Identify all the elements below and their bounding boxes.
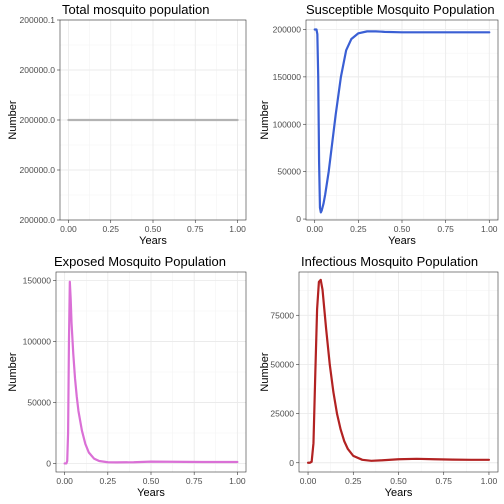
y-axis-title: Number <box>7 100 19 139</box>
x-tick-label: 0.25 <box>350 224 367 234</box>
series-line <box>306 278 491 464</box>
x-tick-label: 0.25 <box>100 476 117 486</box>
y-tick-label: 200000.0 <box>20 165 56 175</box>
y-tick-label: 75000 <box>270 310 294 320</box>
y-tick-label: 200000.0 <box>20 215 56 225</box>
x-axis-title: Years <box>388 235 416 247</box>
x-tick-label: 0.50 <box>394 224 411 234</box>
x-tick-label: 1.00 <box>481 224 498 234</box>
x-tick-label: 0.50 <box>390 476 407 486</box>
y-tick-label: 200000.1 <box>20 15 56 25</box>
y-tick-label: 150000 <box>273 72 302 82</box>
y-axis-title: Number <box>7 352 19 391</box>
panel-2: 0.00 0.25 0.50 0.75 1.00 0 50000 100000 150000 20… <box>259 2 499 247</box>
x-tick-label: 0.25 <box>102 224 119 234</box>
y-tick-label: 0 <box>46 458 51 468</box>
y-axis-title: Number <box>259 352 271 391</box>
panel-title: Infectious Mosquito Population <box>301 254 478 269</box>
x-tick-label: 0.00 <box>300 476 317 486</box>
x-tick-label: 0.00 <box>306 224 323 234</box>
y-tick-label: 100000 <box>273 119 302 129</box>
panel-1: 0.00 0.25 0.50 0.75 1.00 200000.0 200000.0 2000… <box>7 2 247 247</box>
x-tick-label: 0.75 <box>435 476 452 486</box>
y-tick-label: 50000 <box>27 397 51 407</box>
x-tick-label: 0.75 <box>187 224 204 234</box>
x-axis-title: Years <box>139 235 167 247</box>
y-tick-label: 0 <box>296 214 301 224</box>
y-tick-label: 200000.0 <box>20 65 56 75</box>
panel-title: Exposed Mosquito Population <box>54 254 226 269</box>
x-tick-label: 0.50 <box>143 476 160 486</box>
panel-title: Total mosquito population <box>62 2 209 17</box>
y-tick-label: 50000 <box>277 167 301 177</box>
x-tick-label: 1.00 <box>229 224 246 234</box>
y-tick-label: 150000 <box>23 276 52 286</box>
panel-3: 0.00 0.25 0.50 0.75 1.00 0 50000 100000 150000Ex… <box>7 254 247 499</box>
x-tick-label: 0.75 <box>186 476 203 486</box>
y-axis-title: Number <box>259 100 271 139</box>
y-tick-label: 200000.0 <box>20 115 56 125</box>
series-line <box>63 280 239 465</box>
x-tick-label: 0.75 <box>437 224 454 234</box>
y-tick-label: 50000 <box>270 359 294 369</box>
y-tick-label: 25000 <box>270 409 294 419</box>
y-tick-label: 100000 <box>23 337 52 347</box>
x-tick-label: 1.00 <box>481 476 498 486</box>
series-line <box>313 28 491 214</box>
x-axis-title: Years <box>137 487 165 499</box>
panel-4: 0.00 0.25 0.50 0.75 1.00 0 25000 50000 75000 Infe… <box>259 254 499 499</box>
x-tick-label: 0.50 <box>145 224 162 234</box>
y-tick-label: 200000 <box>273 24 302 34</box>
x-tick-label: 0.25 <box>345 476 362 486</box>
x-tick-label: 0.00 <box>60 224 77 234</box>
x-axis-title: Years <box>385 487 413 499</box>
panel-title: Susceptible Mosquito Population <box>306 2 495 17</box>
x-tick-label: 0.00 <box>56 476 73 486</box>
x-tick-label: 1.00 <box>229 476 246 486</box>
y-tick-label: 0 <box>289 458 294 468</box>
